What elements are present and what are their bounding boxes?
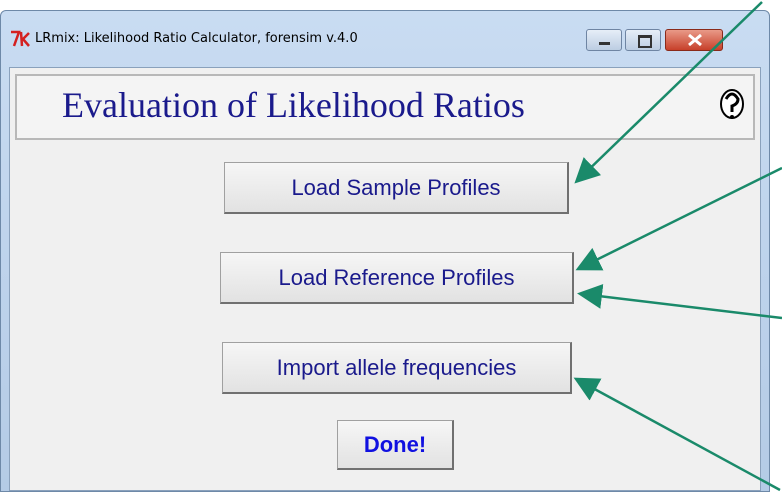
done-button[interactable]: Done! xyxy=(337,420,454,470)
window-title: LRmix: Likelihood Ratio Calculator, fore… xyxy=(35,31,358,46)
help-icon[interactable] xyxy=(717,86,747,126)
app-icon xyxy=(9,29,33,49)
screen: LRmix: Likelihood Ratio Calculator, fore… xyxy=(0,0,782,492)
window: LRmix: Likelihood Ratio Calculator, fore… xyxy=(0,10,770,492)
header-panel: Evaluation of Likelihood Ratios xyxy=(15,74,755,140)
client-area: Evaluation of Likelihood Ratios Load Sam… xyxy=(9,67,761,491)
load-reference-button[interactable]: Load Reference Profiles xyxy=(220,252,574,304)
minimize-button[interactable] xyxy=(586,29,622,51)
load-sample-button[interactable]: Load Sample Profiles xyxy=(224,162,569,214)
maximize-button[interactable] xyxy=(625,29,661,51)
header-title: Evaluation of Likelihood Ratios xyxy=(62,84,525,126)
close-button[interactable] xyxy=(665,29,723,51)
import-frequencies-button[interactable]: Import allele frequencies xyxy=(222,342,572,394)
